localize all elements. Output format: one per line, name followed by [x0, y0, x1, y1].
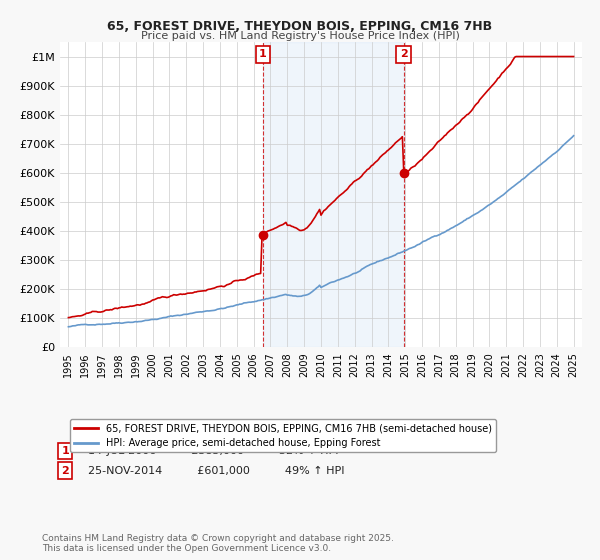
Text: 2: 2: [61, 466, 69, 476]
Text: Price paid vs. HM Land Registry's House Price Index (HPI): Price paid vs. HM Land Registry's House …: [140, 31, 460, 41]
Text: Contains HM Land Registry data © Crown copyright and database right 2025.
This d: Contains HM Land Registry data © Crown c…: [42, 534, 394, 553]
Text: 25-NOV-2014          £601,000          49% ↑ HPI: 25-NOV-2014 £601,000 49% ↑ HPI: [81, 466, 344, 476]
Bar: [263, 42, 404, 347]
Text: 14-JUL-2006          £385,000          32% ↑ HPI: 14-JUL-2006 £385,000 32% ↑ HPI: [81, 446, 338, 456]
Text: 1: 1: [61, 446, 69, 456]
Text: 1: 1: [259, 49, 266, 59]
Text: 2: 2: [400, 49, 407, 59]
Legend: 65, FOREST DRIVE, THEYDON BOIS, EPPING, CM16 7HB (semi-detached house), HPI: Ave: 65, FOREST DRIVE, THEYDON BOIS, EPPING, …: [70, 419, 496, 452]
Text: 65, FOREST DRIVE, THEYDON BOIS, EPPING, CM16 7HB: 65, FOREST DRIVE, THEYDON BOIS, EPPING, …: [107, 20, 493, 32]
